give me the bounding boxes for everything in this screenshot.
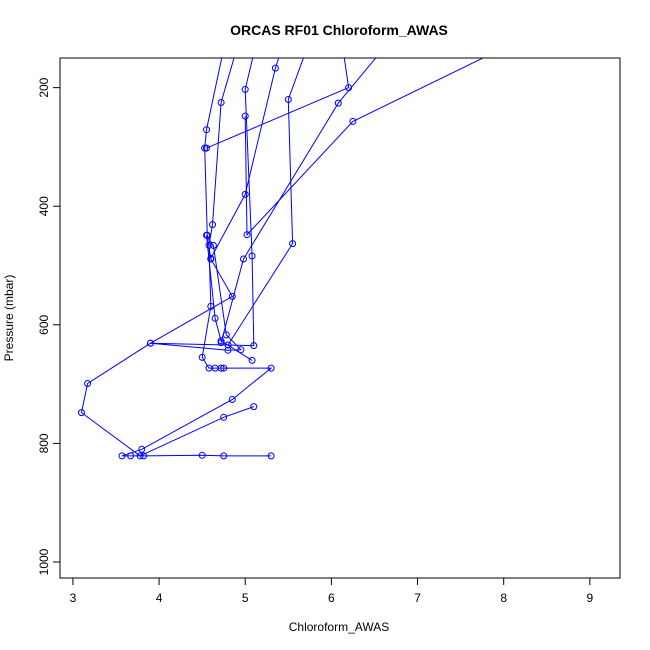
x-tick-label: 4 bbox=[156, 591, 163, 605]
series-8 bbox=[203, 58, 353, 152]
data-point bbox=[217, 99, 225, 106]
data-point bbox=[138, 445, 146, 453]
data-point bbox=[207, 254, 215, 262]
series-line bbox=[206, 58, 350, 149]
data-point bbox=[248, 252, 256, 260]
data-point bbox=[289, 240, 297, 248]
data-point bbox=[118, 452, 126, 460]
data-point bbox=[136, 452, 144, 460]
data-point bbox=[211, 314, 219, 322]
y-tick-label: 1000 bbox=[37, 548, 51, 575]
x-axis-label: Chloroform_AWAS bbox=[289, 620, 389, 634]
data-point bbox=[203, 126, 210, 134]
data-point bbox=[220, 413, 228, 421]
series-3 bbox=[147, 14, 266, 364]
data-point bbox=[198, 353, 206, 361]
y-tick-label: 600 bbox=[37, 314, 51, 334]
data-point bbox=[228, 396, 236, 403]
data-point bbox=[205, 364, 213, 372]
data-point bbox=[209, 241, 217, 249]
data-point bbox=[78, 409, 85, 417]
data-point bbox=[241, 190, 249, 198]
plot-area bbox=[78, 14, 498, 460]
x-tick-label: 8 bbox=[500, 591, 507, 605]
data-point bbox=[241, 112, 249, 120]
data-point bbox=[147, 339, 154, 347]
data-point bbox=[209, 221, 216, 229]
series-7 bbox=[207, 58, 280, 262]
data-point bbox=[248, 356, 256, 364]
series-line bbox=[210, 58, 280, 259]
series-2 bbox=[78, 58, 258, 460]
data-point bbox=[240, 255, 247, 263]
data-point bbox=[220, 364, 228, 372]
chart-title: ORCAS RF01 Chloroform_AWAS bbox=[230, 22, 448, 38]
x-tick-label: 5 bbox=[242, 591, 249, 605]
x-tick-label: 3 bbox=[70, 591, 77, 605]
data-point bbox=[198, 451, 206, 459]
data-point bbox=[250, 403, 258, 411]
y-tick-label: 200 bbox=[37, 77, 51, 97]
series-line bbox=[150, 58, 255, 361]
data-point bbox=[243, 231, 251, 239]
series-1 bbox=[118, 58, 275, 460]
series-line bbox=[80, 58, 254, 457]
y-tick-label: 400 bbox=[37, 196, 51, 216]
y-axis-label: Pressure (mbar) bbox=[2, 275, 16, 362]
data-point bbox=[267, 364, 275, 372]
x-axis: 3 4 5 6 7 8 9 bbox=[70, 578, 594, 605]
y-tick-label: 800 bbox=[37, 433, 51, 453]
x-tick-label: 6 bbox=[328, 591, 335, 605]
data-point bbox=[271, 64, 279, 72]
data-point bbox=[84, 380, 92, 387]
series-6 bbox=[241, 49, 498, 239]
data-point bbox=[220, 452, 228, 460]
series-line bbox=[121, 58, 273, 457]
x-tick-label: 9 bbox=[587, 591, 594, 605]
data-point bbox=[267, 452, 275, 460]
data-point bbox=[127, 452, 135, 460]
series-line bbox=[227, 58, 304, 346]
data-point bbox=[250, 342, 258, 350]
series-5 bbox=[224, 58, 304, 349]
data-point bbox=[345, 84, 353, 92]
data-point bbox=[492, 49, 498, 55]
data-point bbox=[203, 231, 210, 239]
data-point bbox=[284, 96, 292, 103]
y-axis: 200 400 600 800 1000 bbox=[37, 77, 60, 575]
data-point bbox=[260, 14, 266, 20]
data-point bbox=[241, 85, 249, 93]
data-point bbox=[237, 346, 245, 354]
data-point bbox=[224, 346, 232, 354]
data-point bbox=[349, 117, 357, 125]
data-point bbox=[217, 339, 225, 347]
series-line bbox=[244, 58, 485, 236]
x-tick-label: 7 bbox=[414, 591, 421, 605]
data-point bbox=[334, 99, 342, 107]
data-point bbox=[203, 144, 210, 152]
plot-frame bbox=[59, 57, 621, 579]
data-point bbox=[224, 341, 232, 349]
